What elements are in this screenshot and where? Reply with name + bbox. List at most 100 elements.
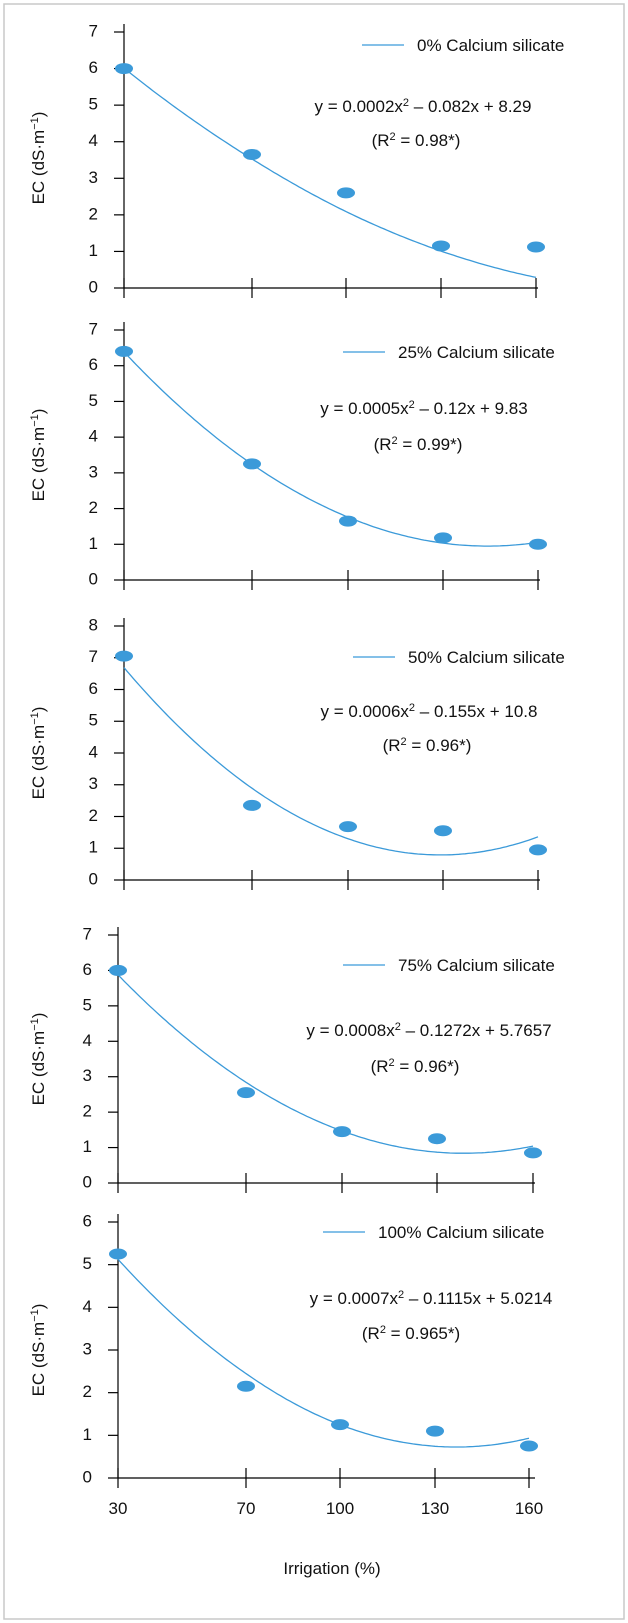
- y-tick-label: 6: [83, 1211, 92, 1230]
- y-tick-label: 6: [89, 58, 98, 77]
- x-tick-label: 70: [237, 1499, 256, 1518]
- y-axis-label: EC (dS·m−1): [29, 1304, 48, 1397]
- panel-2: 0 1 2 3 4 5 6 7 EC (dS·m−1) 25% Calcium silicate y…: [29, 319, 555, 590]
- data-point: [339, 515, 357, 527]
- fit-curve: [123, 67, 537, 279]
- x-tick-label: 130: [421, 1499, 449, 1518]
- y-tick-label: 3: [89, 168, 98, 187]
- y-tick-label: 1: [89, 534, 98, 553]
- y-tick-label: 4: [83, 1031, 92, 1050]
- figure-frame: [3, 3, 625, 1620]
- y-tick-label: 7: [89, 21, 98, 40]
- fit-curve: [123, 351, 539, 547]
- y-tick-label: 6: [89, 679, 98, 698]
- y-tick-label: 8: [89, 615, 98, 634]
- data-point: [237, 1087, 255, 1099]
- data-point: [337, 187, 355, 199]
- regression-equation: y = 0.0007x2 – 0.1115x + 5.0214: [310, 1289, 553, 1308]
- fit-curve: [117, 1258, 530, 1448]
- y-tick-label: 3: [83, 1339, 92, 1358]
- y-tick-label: 0: [89, 869, 98, 888]
- y-tick-label: 1: [89, 838, 98, 857]
- y-axis-label: EC (dS·m−1): [29, 1013, 48, 1106]
- y-tick-label: 3: [89, 462, 98, 481]
- y-tick-label: 7: [83, 924, 92, 943]
- y-tick-label: 0: [83, 1467, 92, 1486]
- regression-equation: y = 0.0002x2 – 0.082x + 8.29: [315, 97, 532, 116]
- data-point: [432, 240, 450, 252]
- data-point: [331, 1419, 349, 1431]
- y-tick-label: 6: [83, 960, 92, 979]
- r-squared: (R2 = 0.96*): [383, 736, 472, 755]
- regression-equation: y = 0.0006x2 – 0.155x + 10.8: [321, 702, 538, 721]
- y-tick-label: 4: [89, 131, 98, 150]
- y-tick-label: 5: [89, 95, 98, 114]
- y-tick-label: 0: [83, 1172, 92, 1191]
- y-tick-label: 7: [89, 319, 98, 338]
- data-point: [109, 1248, 127, 1260]
- y-tick-label: 2: [89, 498, 98, 517]
- y-tick-label: 5: [83, 1254, 92, 1273]
- y-tick-label: 2: [83, 1102, 92, 1121]
- data-point: [109, 964, 127, 976]
- y-tick-label: 5: [89, 391, 98, 410]
- legend-label: 0% Calcium silicate: [417, 36, 564, 55]
- data-point: [237, 1380, 255, 1392]
- r-squared: (R2 = 0.98*): [372, 131, 461, 150]
- y-tick-label: 5: [83, 995, 92, 1014]
- y-tick-label: 2: [83, 1382, 92, 1401]
- data-point: [529, 844, 547, 856]
- data-point: [524, 1147, 542, 1159]
- data-point: [529, 538, 547, 550]
- y-tick-label: 4: [83, 1297, 92, 1316]
- data-point: [434, 825, 452, 837]
- fit-curve: [117, 974, 534, 1154]
- y-axis-label: EC (dS·m−1): [29, 707, 48, 800]
- panel-1: 0 1 2 3 4 5 6 7 EC (dS·m−1) 0% Calcium silicate y …: [29, 21, 564, 298]
- data-point: [428, 1133, 446, 1145]
- legend-label: 25% Calcium silicate: [398, 343, 555, 362]
- y-tick-label: 5: [89, 711, 98, 730]
- fit-curve: [123, 667, 539, 856]
- data-point: [426, 1425, 444, 1437]
- data-point: [243, 799, 261, 811]
- data-point: [333, 1126, 351, 1138]
- data-point: [520, 1440, 538, 1452]
- y-tick-label: 1: [83, 1425, 92, 1444]
- y-tick-label: 0: [89, 277, 98, 296]
- r-squared: (R2 = 0.965*): [362, 1324, 460, 1343]
- data-point: [434, 532, 452, 544]
- y-axis-label: EC (dS·m−1): [29, 112, 48, 205]
- y-tick-label: 4: [89, 427, 98, 446]
- y-axis-label: EC (dS·m−1): [29, 409, 48, 502]
- data-point: [243, 458, 261, 470]
- data-point: [115, 63, 133, 75]
- x-tick-label: 30: [109, 1499, 128, 1518]
- y-tick-label: 0: [89, 569, 98, 588]
- y-tick-label: 7: [89, 647, 98, 666]
- data-point: [115, 650, 133, 662]
- panel-5: 0 1 2 3 4 5 6 30 70 100 130 160 Irrigation (%) EC (dS…: [29, 1211, 552, 1578]
- panel-4: 0 1 2 3 4 5 6 7 EC (dS·m−1) 75% Calcium silicate y…: [29, 924, 555, 1193]
- x-tick-label: 100: [326, 1499, 354, 1518]
- y-tick-label: 1: [89, 241, 98, 260]
- data-point: [339, 821, 357, 833]
- legend-label: 75% Calcium silicate: [398, 956, 555, 975]
- x-tick-label: 160: [515, 1499, 543, 1518]
- y-tick-label: 3: [83, 1066, 92, 1085]
- legend-label: 50% Calcium silicate: [408, 648, 565, 667]
- y-tick-label: 6: [89, 355, 98, 374]
- data-point: [527, 241, 545, 253]
- x-axis-label: Irrigation (%): [283, 1559, 380, 1578]
- data-point: [115, 345, 133, 357]
- y-tick-label: 2: [89, 204, 98, 223]
- y-tick-label: 1: [83, 1137, 92, 1156]
- regression-equation: y = 0.0005x2 – 0.12x + 9.83: [320, 399, 527, 418]
- y-tick-label: 3: [89, 774, 98, 793]
- legend-label: 100% Calcium silicate: [378, 1223, 544, 1242]
- y-tick-label: 2: [89, 806, 98, 825]
- regression-equation: y = 0.0008x2 – 0.1272x + 5.7657: [306, 1021, 551, 1040]
- data-point: [243, 149, 261, 161]
- panel-3: 0 1 2 3 4 5 6 7 8 EC (dS·m−1) 50% Calcium silicate…: [29, 615, 565, 890]
